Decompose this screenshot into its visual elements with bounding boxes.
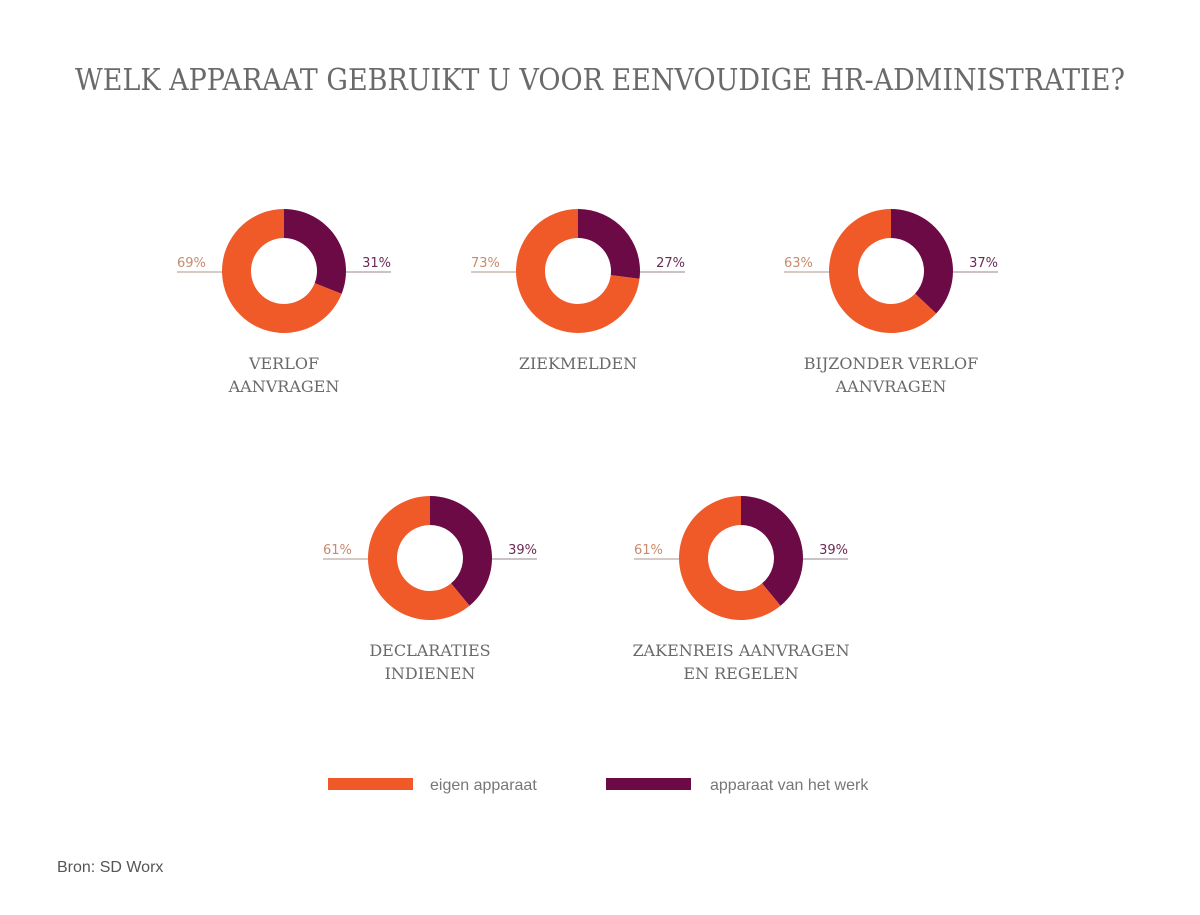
slice-eigen-apparaat (516, 209, 640, 333)
legend-swatch-eigen-apparaat (328, 778, 413, 790)
category-label: ZIEKMELDEN (519, 354, 637, 373)
category-label: BIJZONDER VERLOF (804, 354, 979, 373)
slice-eigen-apparaat (828, 208, 937, 333)
category-label: ZAKENREIS AANVRAGEN (632, 641, 849, 660)
category-label: EN REGELEN (683, 664, 798, 683)
category-label: AANVRAGEN (228, 377, 340, 396)
data-label-apparaat-van-het-werk: 37% (969, 256, 998, 271)
donut-1: 69% 31% VERLOF AANVRAGEN (177, 209, 391, 396)
legend-label-eigen-apparaat: eigen apparaat (430, 777, 537, 794)
chart-title: WELK APPARAAT GEBRUIKT U VOOR EENVOUDIGE… (75, 63, 1125, 98)
legend-swatch-apparaat-van-het-werk (606, 778, 691, 790)
slice-eigen-apparaat (678, 496, 781, 620)
donut-5: 61% 39% ZAKENREIS AANVRAGEN EN REGELEN (632, 496, 850, 683)
category-label: AANVRAGEN (835, 377, 947, 396)
slice-apparaat-van-het-werk (578, 209, 640, 279)
category-label: VERLOF (248, 354, 319, 373)
slice-eigen-apparaat (222, 209, 342, 333)
donut-2: 73% 27% ZIEKMELDEN (471, 209, 685, 373)
category-label: INDIENEN (385, 664, 476, 683)
slice-apparaat-van-het-werk (284, 209, 347, 294)
data-label-eigen-apparaat: 61% (323, 543, 352, 558)
category-label: DECLARATIES (369, 641, 490, 660)
data-label-eigen-apparaat: 61% (634, 543, 663, 558)
data-label-apparaat-van-het-werk: 39% (819, 543, 848, 558)
donut-4: 61% 39% DECLARATIES INDIENEN (323, 496, 537, 683)
source-note: Bron: SD Worx (57, 859, 163, 876)
data-label-apparaat-van-het-werk: 39% (508, 543, 537, 558)
legend-label-apparaat-van-het-werk: apparaat van het werk (710, 777, 869, 794)
data-label-apparaat-van-het-werk: 27% (656, 256, 685, 271)
slice-eigen-apparaat (368, 496, 470, 620)
donut-3: 63% 37% BIJZONDER VERLOF AANVRAGEN (784, 208, 998, 396)
data-label-eigen-apparaat: 63% (784, 256, 813, 271)
data-label-eigen-apparaat: 73% (471, 256, 500, 271)
slice-apparaat-van-het-werk (891, 209, 953, 314)
slice-apparaat-van-het-werk (741, 496, 803, 606)
slice-apparaat-van-het-werk (430, 496, 493, 606)
data-label-eigen-apparaat: 69% (177, 256, 206, 271)
legend: eigen apparaat apparaat van het werk (328, 777, 869, 794)
data-label-apparaat-van-het-werk: 31% (362, 256, 391, 271)
